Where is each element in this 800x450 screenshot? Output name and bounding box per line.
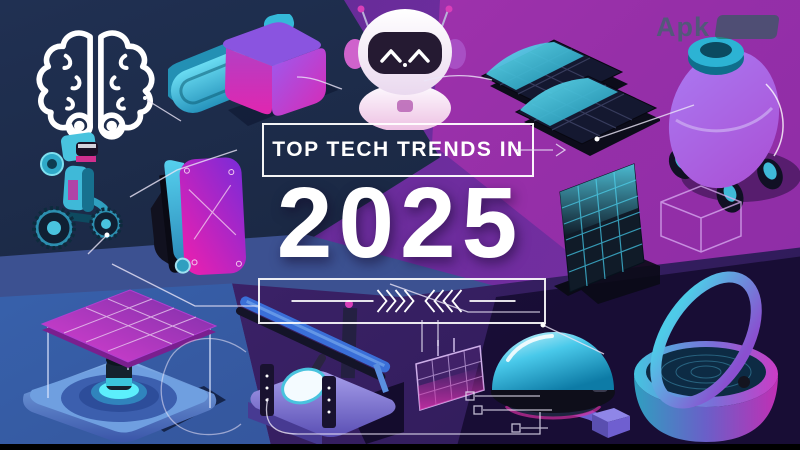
watermark-badge-icon (714, 15, 780, 39)
rover-robot-icon (18, 128, 133, 260)
chatbot-robot-icon (332, 2, 477, 132)
watermark: Apk (656, 12, 780, 42)
delivery-robot-icon (646, 24, 800, 219)
solar-station-icon (14, 274, 232, 449)
watermark-text: Apk (656, 12, 711, 42)
smart-vacuum-icon (474, 318, 634, 446)
vr-headset-icon (163, 12, 338, 136)
wireframe-cube-icon (646, 180, 758, 268)
letterbox-bar (0, 444, 800, 450)
brain-icon (28, 18, 163, 153)
standing-solar-panel-icon (546, 156, 664, 308)
arrows-icon (291, 289, 516, 313)
arrows-box (258, 278, 546, 324)
title-year: 2025 (276, 167, 524, 279)
smart-basket-icon (624, 262, 792, 450)
title-kicker: TOP TECH TRENDS IN (272, 138, 524, 161)
